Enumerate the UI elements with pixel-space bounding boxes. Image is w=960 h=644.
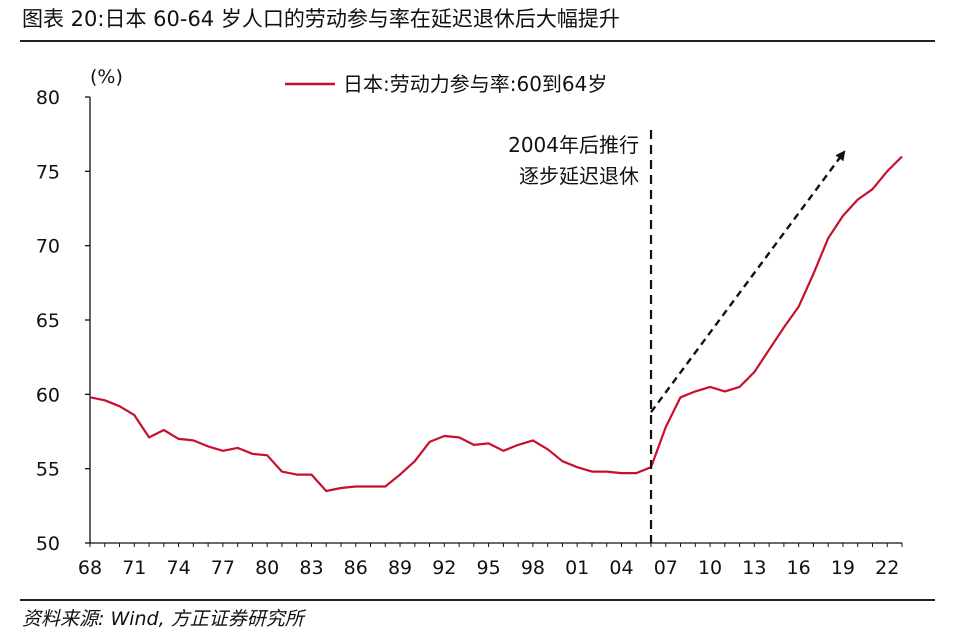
series-line: [89, 155, 903, 493]
y-tick-label: 80: [36, 87, 60, 109]
x-axis: 68 71 74 77 80 83 86 89 92 95 98 01 04 07 10 13 16 19 22: [78, 542, 903, 579]
x-tick-label: 01: [565, 557, 589, 579]
x-tick-label: 07: [654, 557, 678, 579]
x-tick-label: 19: [831, 557, 855, 579]
policy-annotation-text: 逐步延迟退休: [519, 164, 639, 188]
y-tick-label: 75: [36, 161, 60, 183]
y-tick-label: 50: [36, 533, 60, 555]
trend-arrow: [650, 150, 846, 413]
source-note: 资料来源: Wind, 方正证券研究所: [22, 608, 304, 630]
x-tick-label: 95: [477, 557, 501, 579]
series-layer: [89, 155, 903, 493]
x-tick-label: 22: [875, 557, 899, 579]
legend-label: 日本:劳动力参与率:60到64岁: [343, 72, 607, 96]
x-tick-label: 16: [787, 557, 811, 579]
x-tick-label: 74: [166, 557, 190, 579]
top-rule: [20, 40, 935, 42]
y-axis: 50 55 60 65 70 75 80: [36, 87, 91, 555]
y-axis-unit-label: (%): [90, 66, 123, 88]
x-tick-label: 04: [609, 557, 633, 579]
y-tick-label: 60: [36, 384, 60, 406]
x-tick-label: 10: [698, 557, 722, 579]
x-tick-label: 77: [211, 557, 235, 579]
policy-annotation-text: 2004年后推行: [508, 133, 639, 157]
x-tick-label: 89: [388, 557, 412, 579]
bottom-rule: [20, 599, 935, 601]
y-tick-label: 55: [36, 459, 60, 481]
x-tick-label: 98: [521, 557, 545, 579]
x-tick-label: 80: [255, 557, 279, 579]
y-tick-label: 65: [36, 310, 60, 332]
x-tick-label: 92: [432, 557, 456, 579]
legend: 日本:劳动力参与率:60到64岁: [285, 72, 607, 96]
x-tick-label: 13: [742, 557, 766, 579]
x-tick-label: 83: [299, 557, 323, 579]
figure-title: 图表 20:日本 60-64 岁人口的劳动参与率在延迟退休后大幅提升: [22, 7, 620, 31]
x-tick-label: 71: [122, 557, 146, 579]
x-tick-label: 68: [78, 557, 102, 579]
x-tick-label: 86: [344, 557, 368, 579]
y-tick-label: 70: [36, 236, 60, 258]
